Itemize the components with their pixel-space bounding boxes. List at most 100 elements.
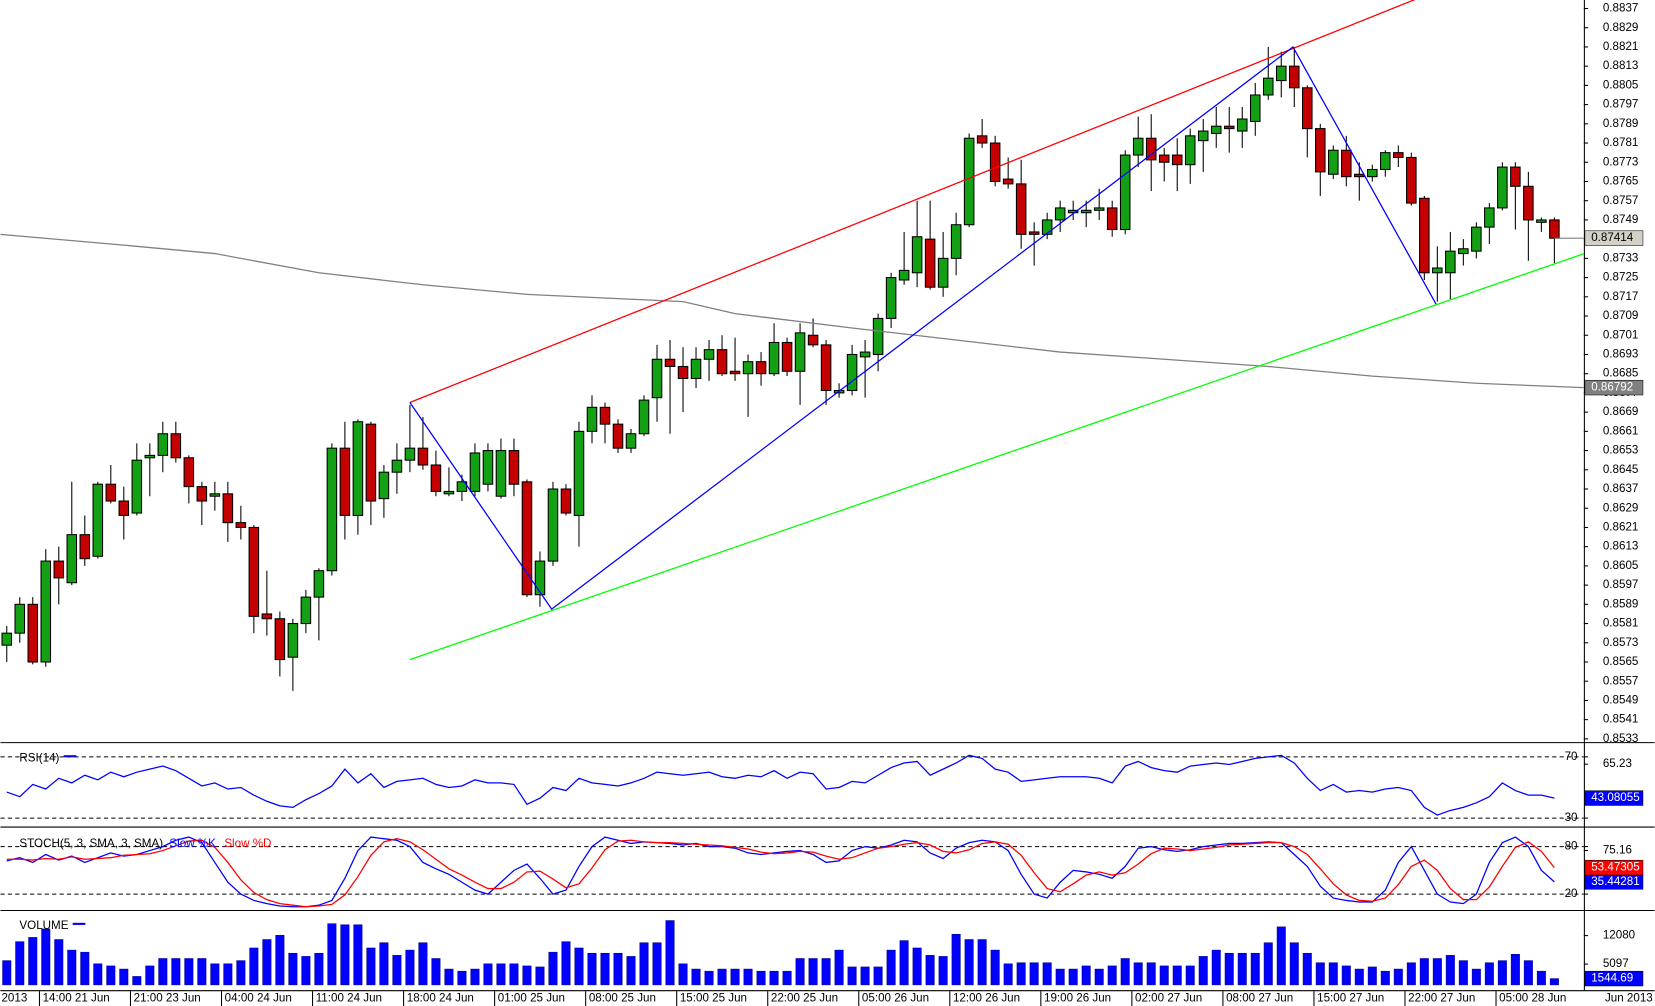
- candle-body: [690, 358, 702, 380]
- y-tick-label: 0.8645: [1603, 463, 1639, 476]
- candle-body: [1080, 209, 1092, 214]
- volume-bar: [288, 952, 298, 986]
- candle-body: [963, 137, 975, 226]
- candle-body: [1171, 154, 1183, 166]
- volume-bar: [626, 956, 636, 986]
- candle-body: [1315, 128, 1326, 173]
- candle-body: [612, 423, 624, 449]
- overlay-line: [409, 253, 1584, 661]
- candle-body: [14, 603, 26, 634]
- candle-body: [1210, 125, 1222, 134]
- overlay-line: [0, 233, 1584, 389]
- y-tick-label: 0.8685: [1603, 367, 1639, 380]
- volume-bar: [782, 970, 792, 986]
- candle-body: [1158, 154, 1170, 163]
- candle-body: [872, 317, 884, 355]
- candle-body: [1406, 156, 1417, 204]
- volume-bar: [1107, 965, 1117, 986]
- volume-bar: [561, 941, 571, 986]
- volume-bar: [665, 920, 675, 986]
- candle-body: [1262, 77, 1274, 96]
- candle-body: [339, 447, 351, 516]
- volume-bar: [1146, 962, 1156, 986]
- volume-bar: [574, 947, 584, 986]
- volume-bar: [1068, 968, 1078, 986]
- y-tick-label: 0.8749: [1603, 213, 1639, 226]
- candle-body: [898, 269, 910, 281]
- candle-body: [170, 433, 182, 459]
- candle-body: [1341, 149, 1352, 178]
- candle-body: [638, 399, 650, 435]
- y-tick-label: 0.8621: [1603, 521, 1639, 534]
- volume-bar: [1289, 942, 1299, 986]
- overlay-line: [409, 45, 1437, 611]
- candle-body: [976, 135, 988, 144]
- volume-bar: [730, 968, 740, 986]
- volume-bar: [210, 963, 220, 986]
- candle-body: [1093, 207, 1105, 211]
- candle-body: [144, 454, 156, 459]
- volume-bar: [483, 963, 493, 986]
- candle-body: [157, 433, 169, 456]
- candle-body: [352, 421, 364, 516]
- y-tick-label: 0.8709: [1603, 309, 1639, 322]
- volume-bar: [379, 942, 389, 986]
- y-tick-label: 0.8533: [1603, 732, 1639, 745]
- volume-bar: [860, 966, 870, 986]
- volume-bar: [1354, 968, 1364, 986]
- volume-bar: [1510, 954, 1520, 986]
- y-tick-label: 30: [1565, 811, 1578, 824]
- candle-body: [1497, 166, 1508, 209]
- last-value-label: 53.47305: [1591, 861, 1639, 874]
- x-tick-label: 21:00 23 Jun: [134, 992, 201, 1005]
- volume-bar: [925, 955, 935, 986]
- candle-body: [1223, 125, 1235, 130]
- volume-bar: [1081, 965, 1091, 986]
- y-tick-label: 20: [1565, 887, 1578, 900]
- y-tick-label: 0.8541: [1603, 713, 1639, 726]
- x-tick-label: 12:00 26 Jun: [953, 992, 1020, 1005]
- candle-body: [859, 351, 871, 358]
- volume-bar: [704, 970, 714, 986]
- last-value-box: [1584, 790, 1644, 806]
- candle-body: [287, 623, 299, 658]
- candle-body: [1119, 154, 1131, 231]
- volume-bar: [28, 937, 38, 986]
- y-tick-label: 0.8797: [1603, 98, 1639, 111]
- candle-body: [1249, 94, 1261, 122]
- candle-body: [1445, 250, 1456, 274]
- candle-body: [794, 332, 806, 372]
- candle-body: [950, 224, 962, 259]
- candle-body: [1523, 185, 1534, 221]
- candle-body: [235, 522, 247, 528]
- candle-body: [1132, 137, 1144, 156]
- candle-body: [1432, 267, 1443, 274]
- candle-body: [703, 349, 715, 360]
- y-tick-label: 0.8549: [1603, 693, 1639, 706]
- candle-body: [1275, 65, 1287, 82]
- volume-bar: [418, 942, 428, 986]
- x-tick-label: 04:00 24 Jun: [225, 992, 292, 1005]
- y-tick-label: 0.8589: [1603, 597, 1639, 610]
- candle-body: [404, 447, 416, 461]
- volume-bar: [184, 958, 194, 986]
- candle-body: [1393, 152, 1404, 158]
- x-tick-label: 22:00 27 Jun: [1408, 992, 1475, 1005]
- candle-body: [989, 142, 1001, 183]
- series-line: [6, 754, 1555, 816]
- candle-body: [1367, 168, 1378, 178]
- y-tick-label: 0.8597: [1603, 578, 1639, 591]
- volume-bar: [1185, 965, 1195, 986]
- candle-body: [300, 596, 312, 625]
- y-tick-label: 0.8717: [1603, 290, 1639, 303]
- x-tick-label: 02:00 27 Jun: [1135, 992, 1202, 1005]
- volume-bar: [977, 939, 987, 986]
- y-tick-label: 0.8557: [1603, 674, 1639, 687]
- candle-body: [1549, 219, 1560, 239]
- y-tick-label: 0.8813: [1603, 59, 1639, 72]
- candle-body: [560, 488, 572, 514]
- candle-body: [92, 483, 104, 557]
- volume-bar: [990, 949, 1000, 986]
- candle-body: [937, 257, 949, 288]
